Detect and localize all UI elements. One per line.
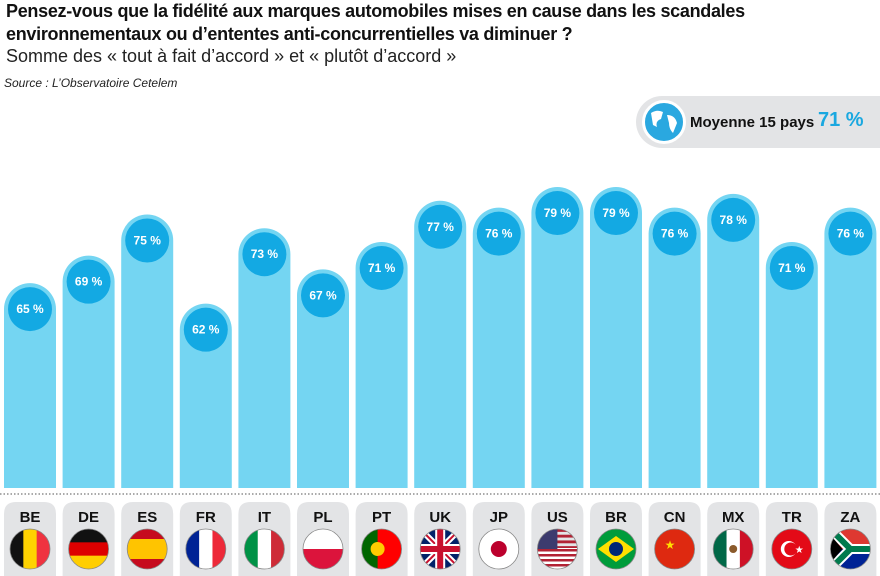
tick-label-CN: CN — [664, 509, 686, 526]
bar-MX — [707, 193, 760, 488]
data-label-JP: 76 % — [485, 227, 513, 241]
value-bubble-MX — [711, 197, 756, 242]
tick-label-ES: ES — [137, 509, 157, 526]
data-label-TR: 71 % — [778, 261, 806, 275]
flag-es-icon — [126, 528, 168, 570]
flag-tr-icon: ★ — [771, 528, 813, 570]
flag-de-icon — [68, 528, 109, 570]
tick-label-MX: MX — [722, 509, 745, 526]
tick-label-ZA: ZA — [840, 509, 860, 526]
value-bubble-BR — [594, 191, 638, 236]
chart-title: Pensez-vous que la fidélité aux marques … — [6, 1, 745, 44]
data-label-FR: 62 % — [192, 323, 220, 337]
data-label-UK: 77 % — [427, 220, 455, 234]
flag-br-icon — [595, 528, 637, 570]
tick-label-JP: JP — [490, 509, 508, 526]
average-label: Moyenne 15 pays — [690, 114, 815, 131]
value-bubble-PT — [359, 245, 404, 290]
tick-label-DE: DE — [78, 509, 99, 526]
flag-it-icon — [243, 528, 285, 570]
data-label-BE: 65 % — [16, 302, 44, 316]
bar-UK — [414, 200, 467, 488]
data-label-ZA: 76 % — [837, 227, 865, 241]
data-label-US: 79 % — [544, 206, 572, 220]
chart-subtitle: Somme des « tout à fait d’accord » et « … — [6, 46, 457, 66]
bar-FR — [179, 303, 232, 488]
bar-ES — [121, 214, 174, 488]
bar-BR — [590, 187, 642, 488]
value-bubble-BE — [8, 287, 52, 332]
globe-icon — [642, 100, 686, 144]
bar-DE — [62, 255, 115, 488]
svg-text:★: ★ — [795, 545, 804, 556]
value-bubble-US — [535, 191, 580, 236]
flag-fr-icon — [185, 528, 227, 570]
flag-za-icon — [830, 528, 871, 570]
value-bubble-ES — [125, 218, 170, 263]
value-bubble-TR — [769, 245, 814, 290]
flag-mx-icon — [712, 528, 754, 570]
tick-label-FR: FR — [196, 509, 216, 526]
value-bubble-IT — [242, 232, 287, 277]
data-label-PL: 67 % — [309, 288, 337, 302]
bar-CN — [648, 207, 701, 488]
data-label-MX: 78 % — [720, 213, 748, 227]
tick-label-US: US — [547, 509, 568, 526]
tick-label-TR: TR — [782, 509, 802, 526]
bar-BE — [4, 283, 56, 488]
tick-label-BE: BE — [20, 509, 41, 526]
average-badge: Moyenne 15 pays 71 % — [636, 96, 880, 148]
flag-be-icon — [9, 528, 51, 570]
bar-IT — [238, 228, 291, 488]
data-label-IT: 73 % — [251, 247, 279, 261]
value-bubble-CN — [652, 211, 697, 256]
data-label-DE: 69 % — [75, 275, 103, 289]
value-bubble-DE — [66, 259, 111, 304]
tick-label-PT: PT — [372, 509, 391, 526]
flag-jp-icon — [478, 528, 520, 570]
bar-TR — [765, 241, 818, 488]
flag-cn-icon: ★ — [654, 528, 695, 570]
chart-source: Source : L’Observatoire Cetelem — [4, 76, 178, 90]
average-value: 71 % — [818, 109, 864, 131]
tick-label-UK: UK — [429, 509, 451, 526]
svg-text:★: ★ — [665, 538, 676, 552]
value-bubble-JP — [476, 211, 521, 256]
bar-ZA — [824, 207, 877, 488]
bar-JP — [472, 207, 525, 488]
bar-PT — [355, 241, 408, 488]
data-label-CN: 76 % — [661, 227, 689, 241]
value-bubble-ZA — [828, 211, 873, 256]
flag-us-icon — [537, 528, 578, 570]
value-bubble-UK — [418, 204, 463, 249]
flag-pt-icon — [361, 528, 403, 570]
value-bubble-FR — [183, 307, 228, 352]
tick-label-BR: BR — [605, 509, 627, 526]
bar-US — [531, 187, 584, 488]
tick-label-IT: IT — [258, 509, 271, 526]
bar-PL — [297, 269, 349, 488]
data-label-ES: 75 % — [134, 234, 162, 248]
value-bubble-PL — [301, 273, 345, 318]
data-label-BR: 79 % — [602, 206, 630, 220]
tick-label-PL: PL — [313, 509, 332, 526]
data-label-PT: 71 % — [368, 261, 396, 275]
flag-pl-icon — [302, 528, 344, 570]
flag-uk-icon — [419, 528, 461, 570]
